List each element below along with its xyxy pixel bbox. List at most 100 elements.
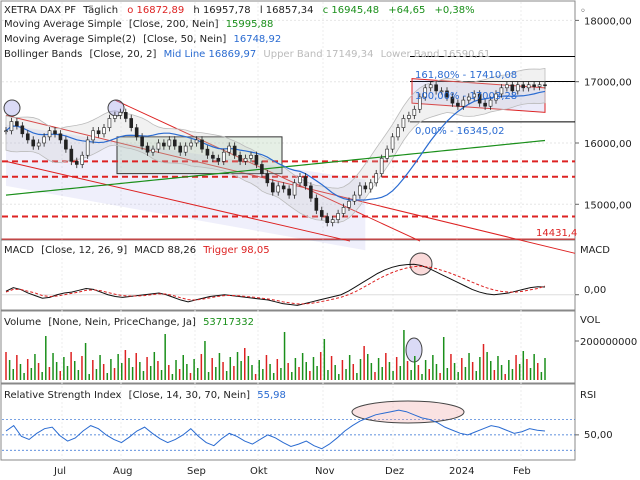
candle-body <box>428 84 433 89</box>
series-group <box>4 81 547 450</box>
candle-body <box>298 176 302 184</box>
consolidation-box <box>116 136 283 175</box>
macd-trigger-line <box>5 265 546 305</box>
candle-body <box>281 185 286 190</box>
candle-body <box>36 142 41 147</box>
x-tick-label: Okt <box>250 466 268 477</box>
highlight-circle <box>3 99 21 117</box>
candle-body <box>194 139 199 144</box>
x-tick-label: Dez <box>385 466 404 477</box>
sma50-params: [Close, 50, Nein] <box>143 34 226 45</box>
candle-body <box>167 139 172 147</box>
candle-body <box>15 121 19 127</box>
candle-body <box>368 182 373 190</box>
candle-body <box>510 84 515 92</box>
rsi-legend: Relative Strength Index [Close, 14, 30, … <box>4 390 286 401</box>
candle-body <box>292 182 297 196</box>
candle-body <box>287 188 291 196</box>
candle-body <box>543 84 547 87</box>
candle-body <box>526 84 531 89</box>
candle-body <box>461 99 466 107</box>
candle-body <box>319 210 324 217</box>
candle-body <box>42 136 46 144</box>
candle-body <box>276 185 281 193</box>
fibo-top-label: 161,80% - 17410,08 <box>415 70 517 81</box>
macd-panel-frame <box>0 239 576 311</box>
candle-body <box>390 136 395 150</box>
channel-lower-line <box>5 160 351 242</box>
symbol: XETRA DAX PF <box>4 5 76 16</box>
rsi-value: 55,98 <box>257 390 286 401</box>
candle-body <box>172 139 177 147</box>
candle-body <box>407 115 411 119</box>
candle-body <box>352 194 357 202</box>
x-tick-label: Sep <box>187 466 206 477</box>
macd-zero-label: 0,00 <box>584 285 606 296</box>
macd-params: [Close, 12, 26, 9] <box>41 245 127 256</box>
candle-body <box>80 154 85 165</box>
candle-body <box>211 154 215 159</box>
candle-body <box>74 161 79 165</box>
low-value: l 16857,34 <box>260 5 314 16</box>
candle-body <box>363 185 368 190</box>
candle-body <box>156 142 161 150</box>
overlays <box>2 56 576 424</box>
settings-icon[interactable]: ◦ <box>580 6 586 17</box>
macd-axis-title: MACD <box>580 245 610 256</box>
x-tick-label: 2024 <box>449 466 474 477</box>
candle-body <box>243 158 248 162</box>
volume-title: Volume <box>4 317 41 328</box>
candle-body <box>221 151 226 162</box>
candle-body <box>129 118 134 128</box>
sma50-value: 16748,92 <box>233 34 281 45</box>
candle-body <box>232 145 237 156</box>
candle-body <box>31 139 36 147</box>
percent-change: +0,38% <box>435 5 475 16</box>
candle-body <box>532 84 536 87</box>
candle-body <box>417 96 422 110</box>
timeframe: Täglich <box>82 5 118 16</box>
candle-body <box>9 121 14 132</box>
candle-body <box>91 130 95 141</box>
candle-body <box>515 84 520 92</box>
channel-fill <box>6 124 366 251</box>
rsi-title: Relative Strength Index <box>4 390 122 401</box>
candle-body <box>499 87 504 95</box>
open-value: o 16872,89 <box>127 5 184 16</box>
candle-body <box>69 148 74 162</box>
change-value: +64,65 <box>388 5 425 16</box>
bb-upper: Upper Band 17149,34 <box>263 49 373 60</box>
high-value: h 16957,78 <box>193 5 250 16</box>
candle-body <box>358 185 362 196</box>
candle-body <box>401 118 406 128</box>
volume-legend: Volume [None, Nein, PriceChange, Ja] 537… <box>4 317 254 328</box>
candle-body <box>303 176 308 187</box>
candle-body <box>20 125 25 135</box>
candle-body <box>347 200 351 208</box>
candle-body <box>205 148 210 156</box>
candle-body <box>47 130 52 138</box>
rsi-panel-frame <box>0 383 576 461</box>
price-tick-label: 18000,00 <box>584 16 632 27</box>
sma200-line <box>5 139 546 196</box>
candle-body <box>374 173 379 184</box>
close-value: c 16945,48 <box>323 5 379 16</box>
candle-body <box>123 112 128 119</box>
x-tick-label: Nov <box>315 466 335 477</box>
candle-body <box>4 130 8 133</box>
candle-body <box>341 207 346 214</box>
x-axis: Jul Aug Sep Okt Nov Dez 2024 Feb <box>53 466 531 477</box>
x-tick-label: Jul <box>53 466 66 477</box>
candle-body <box>53 130 57 135</box>
candle-body <box>494 93 498 101</box>
candle-body <box>162 142 166 147</box>
sma200-legend: Moving Average Simple [Close, 200, Nein]… <box>4 19 273 30</box>
candle-body <box>96 130 101 135</box>
candle-body <box>189 142 193 147</box>
macd-trigger: Trigger 98,05 <box>202 245 269 256</box>
candle-body <box>477 93 482 104</box>
y-axis: 15000,00 16000,00 17000,00 18000,00 <box>575 16 632 436</box>
header-line: XETRA DAX PF Täglich o 16872,89 h 16957,… <box>4 5 475 16</box>
rsi-tick-label: 50,00 <box>584 430 613 441</box>
candle-body <box>58 133 63 141</box>
